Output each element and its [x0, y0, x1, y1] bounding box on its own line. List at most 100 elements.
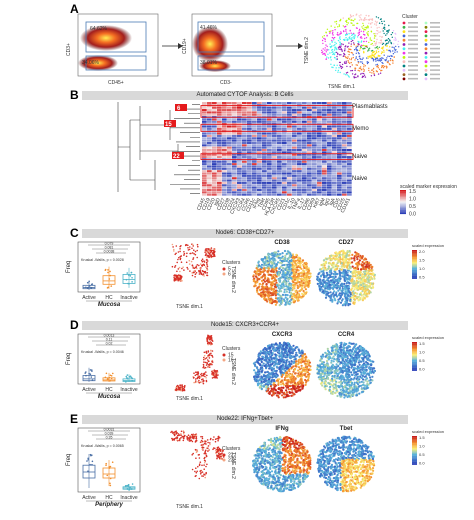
heatmap-cell — [232, 153, 237, 156]
heatmap-cell — [267, 160, 272, 163]
expression-point — [294, 264, 297, 267]
expression-point — [338, 253, 341, 256]
expression-point — [287, 302, 290, 305]
marker-label: CD86 — [301, 197, 312, 211]
heatmap-cell — [277, 144, 282, 147]
heatmap-cell — [327, 137, 332, 140]
tsne-cluster-point — [207, 355, 209, 358]
tsne-point — [339, 64, 341, 66]
tsne-point — [373, 37, 376, 39]
tsne-point — [376, 71, 378, 73]
box-point — [89, 373, 92, 376]
heatmap-cell — [312, 109, 317, 112]
plot1-q-bottom: 34.06% — [82, 60, 100, 66]
heatmap-cell — [292, 172, 297, 175]
expression-point — [338, 272, 341, 275]
tsne-point — [382, 62, 384, 65]
expression-point — [342, 288, 345, 291]
expression-point — [274, 290, 277, 293]
expression-point — [279, 265, 282, 268]
tsne-point — [340, 18, 342, 21]
heatmap-cell — [332, 113, 337, 116]
heatmap-cell — [207, 163, 212, 166]
expression-point — [267, 261, 270, 264]
heatmap-cell — [312, 160, 317, 163]
tsne-cluster-point — [204, 366, 207, 369]
heatmap-cell — [312, 163, 317, 166]
box-point — [91, 379, 94, 381]
heatmap-cell — [237, 181, 242, 184]
heatmap-cell — [227, 181, 232, 184]
expression-point — [337, 282, 340, 285]
heatmap-cell — [272, 120, 277, 123]
tsne-cluster-point — [186, 252, 188, 255]
legend-text-mark — [430, 34, 440, 37]
expression-point — [276, 271, 279, 274]
tsne-point — [332, 31, 334, 34]
tsne-point — [365, 40, 368, 43]
tsne-point — [362, 31, 365, 33]
marker-label: CD69 — [306, 197, 317, 211]
heatmap-legend-step — [400, 211, 406, 213]
heatmap-cell — [262, 177, 267, 180]
heatmap-cell — [242, 149, 247, 152]
heatmap-cell — [287, 160, 292, 163]
tsne-cluster-point — [198, 382, 201, 384]
heatmap-cell — [247, 151, 252, 154]
tsne-cluster-point — [180, 276, 183, 278]
heatmap-cell — [282, 151, 287, 154]
heatmap-cell — [342, 102, 347, 105]
expression-point — [273, 262, 276, 265]
expression-point — [340, 268, 343, 271]
expression-point — [336, 302, 339, 305]
expression-point — [355, 296, 358, 299]
heatmap-cell — [222, 186, 227, 189]
heatmap-cell — [207, 165, 212, 168]
legend-text-mark — [408, 26, 418, 28]
expression-point — [273, 276, 276, 279]
expression-point — [280, 297, 283, 300]
heatmap-cell — [257, 125, 262, 128]
heatmap-cell — [267, 106, 272, 109]
heatmap-cell — [257, 191, 262, 194]
heatmap-cell — [242, 181, 247, 184]
expression-point — [340, 282, 343, 285]
heatmap-cell — [342, 134, 347, 137]
heatmap-cell — [317, 149, 322, 152]
heatmap-cell — [347, 184, 352, 187]
heatmap-cell — [287, 186, 292, 189]
heatmap-cell — [312, 191, 317, 194]
legend-text-mark — [430, 47, 440, 50]
tsne-point — [350, 51, 353, 54]
heatmap-cell — [332, 156, 337, 159]
tsne-point — [334, 26, 336, 28]
expression-point — [278, 304, 281, 307]
heatmap-cell — [242, 109, 247, 112]
heatmap-cell — [202, 186, 207, 189]
expression-point — [344, 290, 347, 293]
tsne-point — [329, 57, 332, 59]
expression-point — [357, 253, 360, 256]
expression-point — [334, 258, 337, 261]
expression-point — [270, 297, 273, 300]
heatmap-cell — [277, 191, 282, 194]
tsne-cluster-point — [207, 354, 210, 356]
expression-point — [357, 295, 360, 298]
heatmap-cell — [222, 181, 227, 184]
panel-a-tsne-xlabel: TSNE dim.1 — [328, 84, 355, 90]
scale-step — [412, 264, 417, 266]
tsne-point — [334, 44, 336, 46]
tsne-point — [384, 28, 386, 30]
expression-point — [261, 287, 264, 290]
tsne-point — [360, 36, 362, 38]
heatmap-cell — [327, 186, 332, 189]
heatmap-cell — [337, 113, 342, 116]
heatmap-cell — [237, 191, 242, 194]
tsne-cluster-point — [208, 335, 210, 337]
heatmap-cell — [257, 177, 262, 180]
heatmap-cell — [252, 160, 257, 163]
heatmap-cell — [217, 153, 222, 156]
heatmap-cell — [257, 193, 262, 196]
heatmap-cell — [202, 193, 207, 196]
